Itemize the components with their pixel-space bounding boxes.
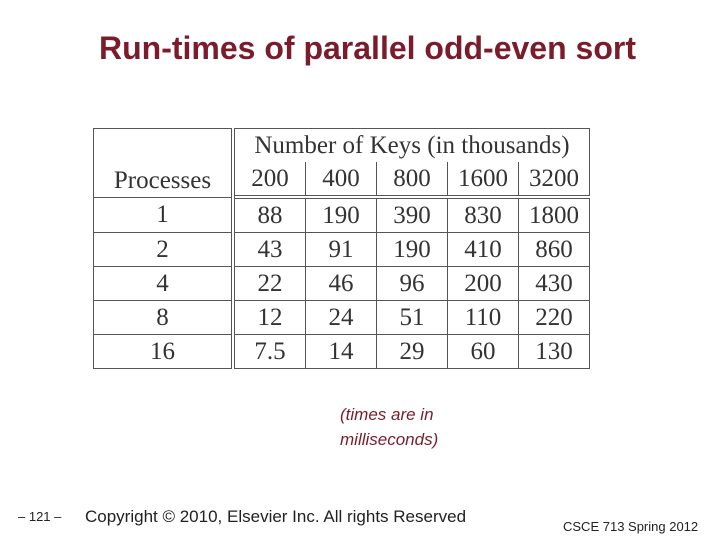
table-row: 8 12 24 51 110 220 (93, 300, 590, 335)
runtime-cell: 200 (447, 266, 519, 301)
runtime-cell: 29 (376, 334, 448, 369)
runtime-cell: 91 (305, 232, 377, 267)
table-row: 1 88 190 390 830 1800 (93, 196, 590, 233)
runtime-cell: 51 (376, 300, 448, 335)
runtime-cell: 110 (447, 300, 519, 335)
process-count: 2 (93, 232, 235, 267)
runtime-cell: 96 (376, 266, 448, 301)
runtime-cell: 410 (447, 232, 519, 267)
runtime-cell: 14 (305, 334, 377, 369)
runtime-cell: 220 (518, 300, 590, 335)
table-row: 4 22 46 96 200 430 (93, 266, 590, 301)
runtime-cell: 190 (305, 196, 377, 233)
column-header: 1600 (447, 162, 519, 199)
header-row: Processes Number of Keys (in thousands) (93, 128, 590, 198)
runtime-cell: 46 (305, 266, 377, 301)
header-cell: Number of Keys (in thousands) (232, 128, 590, 162)
column-header: 400 (305, 162, 377, 199)
runtime-cell: 60 (447, 334, 519, 369)
page-number: – 121 – (18, 509, 62, 524)
runtime-cell: 190 (376, 232, 448, 267)
process-count: 4 (93, 266, 235, 301)
process-count: 8 (93, 300, 235, 335)
runtime-cell: 12 (232, 300, 306, 335)
table-row: 16 7.5 14 29 60 130 (93, 334, 590, 369)
note: milliseconds) (340, 430, 439, 449)
runtime-cell: 22 (232, 266, 306, 301)
note: (times are in (340, 405, 434, 424)
course-label: CSCE 713 Spring 2012 (563, 519, 699, 534)
column-header: 3200 (518, 162, 590, 199)
copyright: Copyright © 2010, Elsevier Inc. All righ… (85, 507, 467, 526)
header-row: 200 400 800 1600 3200 (94, 162, 590, 199)
column-header: 200 (232, 162, 306, 199)
runtime-cell: 24 (305, 300, 377, 335)
runtime-cell: 430 (518, 266, 590, 301)
runtime-cell: 860 (518, 232, 590, 267)
table-row: 2 43 91 190 410 860 (93, 232, 590, 267)
header-cell: Processes (93, 128, 235, 198)
runtime-cell: 830 (447, 196, 519, 233)
slide-title: Run-times of parallel odd-even sort (99, 30, 636, 66)
column-header: 800 (376, 162, 448, 199)
runtime-cell: 1800 (518, 196, 590, 233)
runtime-cell: 7.5 (232, 334, 306, 369)
process-count: 16 (93, 334, 235, 369)
runtime-cell: 43 (232, 232, 306, 267)
runtime-cell: 88 (232, 196, 306, 233)
runtime-table: Processes Number of Keys (in thousands) 20… (93, 128, 590, 369)
runtime-cell: 390 (376, 196, 448, 233)
runtime-cell: 130 (518, 334, 590, 369)
process-count: 1 (93, 196, 235, 233)
